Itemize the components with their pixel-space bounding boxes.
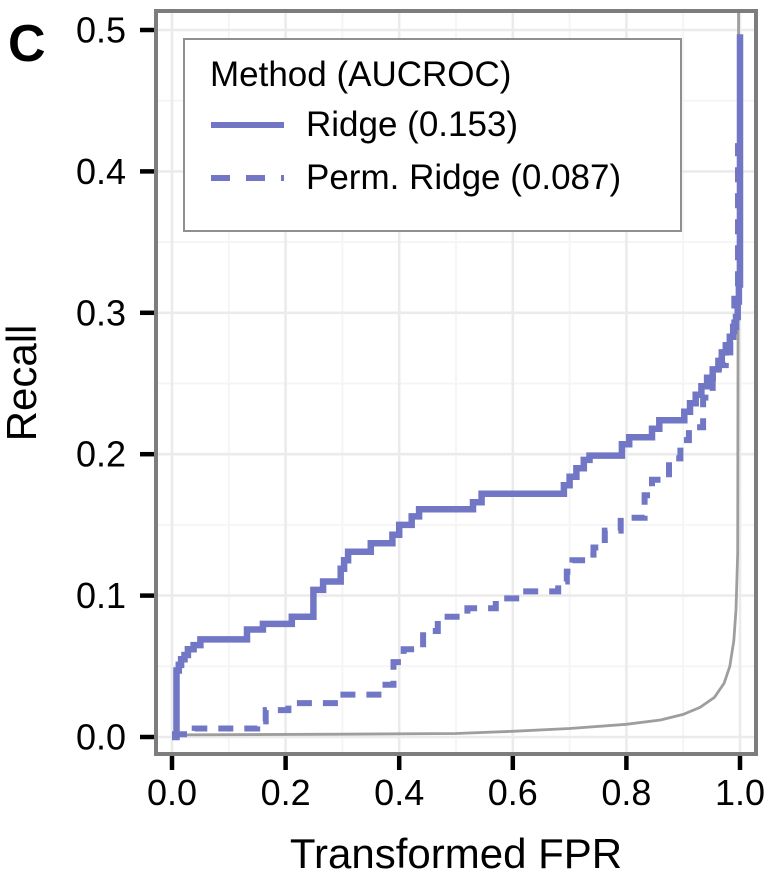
legend-label-perm-ridge: Perm. Ridge (0.087)	[306, 157, 622, 197]
x-tick-label: 0.4	[374, 772, 424, 813]
y-tick-label: 0.2	[76, 434, 126, 475]
legend-item-ridge: Ridge (0.153)	[210, 98, 670, 151]
ridge-curve	[172, 34, 744, 741]
x-tick-label: 0.6	[488, 772, 538, 813]
panel-label: C	[8, 15, 46, 73]
reference-diagonal-line	[171, 11, 740, 737]
panel-border	[154, 9, 758, 756]
legend-item-perm-ridge: Perm. Ridge (0.087)	[210, 151, 670, 204]
dashed-line-key-icon	[211, 174, 284, 181]
y-tick-label: 0.1	[76, 575, 126, 616]
legend-box: Method (AUCROC) Ridge (0.153) Perm. Ridg…	[183, 38, 682, 232]
x-tick-label: 0.2	[261, 772, 311, 813]
x-tick-label: 1.0	[715, 772, 765, 813]
perm-ridge-curve	[172, 143, 741, 738]
y-tick-label: 0.5	[76, 10, 126, 51]
x-tick-label: 0.0	[147, 772, 197, 813]
x-axis-title: Transformed FPR	[290, 830, 622, 877]
y-tick-label: 0.4	[76, 151, 126, 192]
legend-label-ridge: Ridge (0.153)	[306, 104, 519, 144]
solid-line-key-icon	[211, 121, 284, 128]
y-tick-label: 0.3	[76, 292, 126, 333]
y-tick-label: 0.0	[76, 717, 126, 758]
x-tick-label: 0.8	[601, 772, 651, 813]
legend-title: Method (AUCROC)	[210, 55, 512, 94]
y-axis-title: Recall	[0, 325, 45, 442]
